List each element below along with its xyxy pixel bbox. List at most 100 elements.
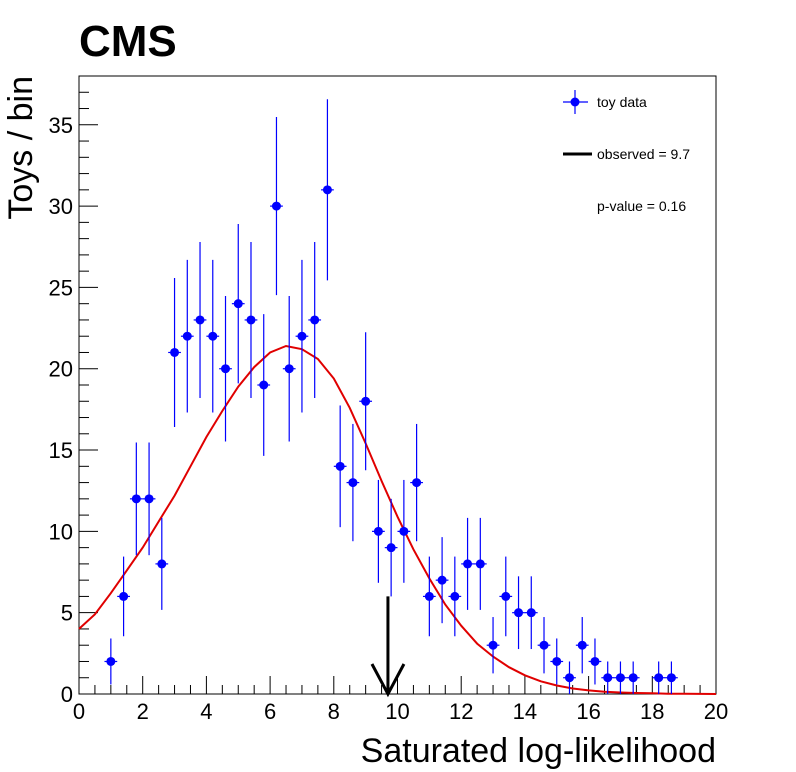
y-tick-label: 25 [49,275,73,300]
data-point-marker [501,591,511,601]
data-point [410,423,423,542]
observed-arrow-head [370,663,406,698]
y-axis-title: Toys / bin [2,76,40,220]
data-point [308,241,322,398]
data-point-marker [208,331,218,341]
data-point [168,277,181,428]
legend-p-value-label: p-value = 0.16 [597,198,686,214]
legend-entry-toy-data: toy data [563,90,647,114]
data-point [359,332,373,471]
data-point-marker [615,673,625,683]
data-point [550,638,564,685]
y-axis: 0 5 10 15 20 25 30 35 [49,75,98,707]
data-point [346,423,360,542]
legend-toy-data-marker [570,97,580,107]
data-point [384,498,398,597]
data-point-marker [526,608,536,618]
data-point-marker [271,201,281,211]
data-point [104,638,118,685]
data-point-marker [361,396,371,406]
data-point-marker [450,591,460,601]
data-point-marker [246,315,256,325]
data-point [575,617,589,674]
x-tick-label: 0 [73,699,85,724]
y-tick-label: 30 [49,194,73,219]
y-tick-label: 20 [49,357,73,382]
data-point [397,479,411,583]
data-point-marker [654,673,664,683]
x-tick-label: 10 [385,699,409,724]
x-tick-label: 20 [704,699,728,724]
x-tick-label: 12 [449,699,473,724]
data-point-marker [310,315,320,325]
data-point [333,405,347,528]
data-point-marker [348,478,358,488]
data-point [512,576,525,650]
data-point-marker [157,559,167,569]
data-point-marker [170,347,180,357]
data-point-marker [144,494,154,504]
data-point-marker [628,673,638,683]
data-point-marker [514,608,524,618]
x-tick-label: 2 [137,699,149,724]
data-point-marker [488,640,498,650]
data-point-marker [539,640,549,650]
data-point [117,556,130,637]
data-point [219,296,232,442]
x-tick-label: 6 [264,699,276,724]
data-point [193,241,207,398]
data-point-marker [297,331,307,341]
data-point [129,442,143,556]
data-point-marker [666,673,676,683]
x-tick-label: 14 [513,699,537,724]
data-point [257,314,271,456]
data-point-marker [131,494,141,504]
data-point-marker [233,299,243,309]
data-point [588,638,602,685]
data-point [473,517,487,610]
legend-entry-p-value: p-value = 0.16 [597,198,686,214]
data-point-marker [603,673,613,683]
data-point-marker [564,673,574,683]
data-point [461,517,474,610]
data-point-marker [322,185,332,195]
data-point [180,259,194,413]
y-tick-label: 10 [49,519,73,544]
data-point [524,576,538,650]
x-tick-label: 18 [640,699,664,724]
data-point [537,617,551,674]
y-tick-label: 35 [49,113,73,138]
data-point [652,661,666,694]
y-tick-label: 0 [61,682,73,707]
data-point-marker [399,526,409,536]
data-point [372,479,385,583]
legend-entry-observed: observed = 9.7 [563,146,690,162]
data-point-marker [386,543,396,553]
data-point [206,259,220,413]
data-point [295,259,309,413]
observed-arrow [370,596,406,698]
data-point [665,661,678,694]
data-point [142,442,156,556]
data-point [626,661,640,694]
x-tick-label: 16 [576,699,600,724]
x-axis: 0 2 4 6 8 10 12 14 16 18 20 [73,676,728,724]
data-point [321,99,334,281]
data-point-marker [577,640,587,650]
legend: toy data observed = 9.7 p-value = 0.16 [563,90,690,214]
data-point-marker [284,364,294,374]
data-point-marker [475,559,485,569]
data-point-marker [437,575,447,585]
x-tick-label: 8 [328,699,340,724]
data-point [270,117,283,296]
y-tick-label: 5 [61,601,73,626]
data-point-marker [424,591,434,601]
data-point-marker [373,526,383,536]
fit-curve-layer [78,344,717,695]
data-point-marker [195,315,205,325]
data-point [614,661,627,694]
y-tick-label: 15 [49,438,73,463]
x-axis-title: Saturated log-likelihood [361,732,716,770]
data-point-marker [590,656,600,666]
